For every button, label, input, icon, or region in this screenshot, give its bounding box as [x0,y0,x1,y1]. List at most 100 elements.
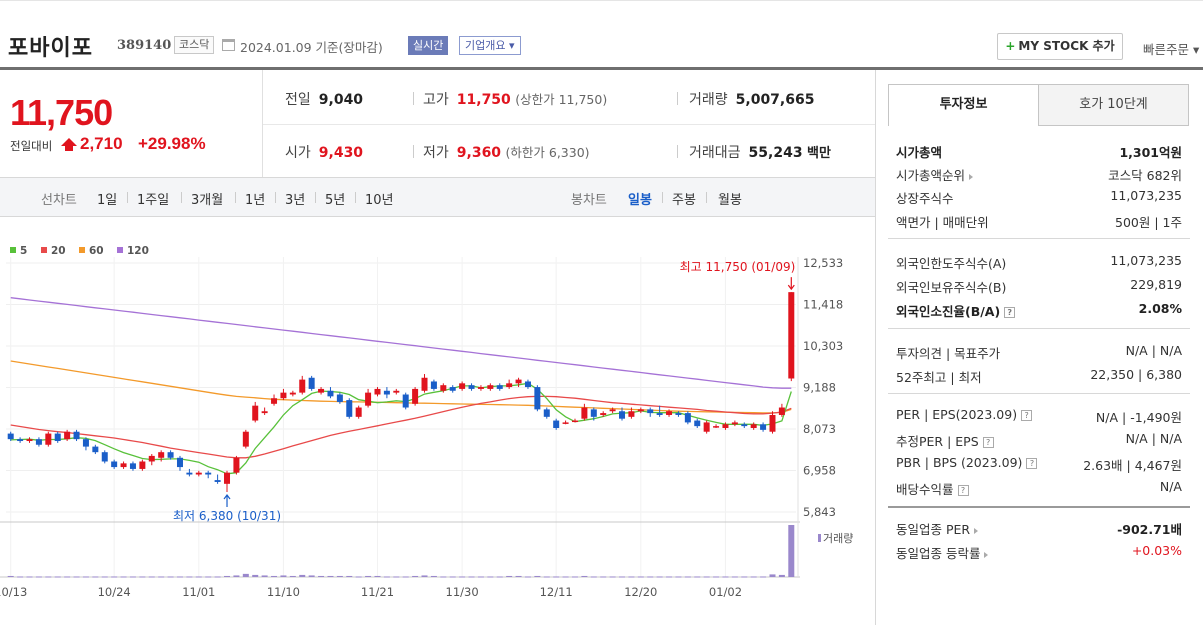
candle-body [336,394,343,402]
stock-header: 포바이포 389140 코스닥 2024.01.09 기준(장마감) 실시간 기… [0,26,1203,68]
add-mystock-button[interactable]: + MY STOCK 추가 [997,33,1123,60]
base-date: 2024.01.09 기준(장마감) [240,40,383,55]
market-cap-rank-row[interactable]: 시가총액순위 코스닥 682위 [896,163,1182,185]
prev-close-value: 9,040 [318,92,364,108]
change-label: 전일대비 [10,139,53,153]
candle-body [468,385,475,389]
foreign-hold-label: 외국인보유주식수(B) [896,280,1007,295]
candle-body [346,400,353,417]
volume-bar [327,575,334,577]
candle-body [17,439,24,442]
period-3y[interactable]: 3년 [285,193,306,208]
candle-body [318,388,325,393]
high-arrow-head [787,284,795,291]
candle-body [722,424,729,428]
chart-canvas[interactable]: 5 20 60 120 12,533 11,418 10,303 9,188 8,073 6,95… [0,217,876,625]
realtime-button[interactable]: 실시간 [408,36,449,55]
candle-body [449,387,456,391]
help-icon[interactable]: ? [1026,458,1038,469]
period-1y[interactable]: 1년 [245,193,266,208]
face-value-row: 액면가 | 매매단위 500원 | 1주 [896,210,1182,232]
volume-bar [92,576,99,578]
volume-legend-swatch [818,534,821,542]
volume-bar [666,576,673,578]
period-10y[interactable]: 10년 [365,193,394,208]
help-icon[interactable]: ? [982,437,994,448]
shares-row: 상장주식수 11,073,235 [896,186,1182,208]
candle-body [327,390,334,397]
candle-body [120,463,127,468]
market-cap-rank-label: 시가총액순위 [896,165,974,184]
candle-body [430,381,437,389]
volume-bar [524,576,531,578]
candle-body [412,388,419,404]
face-value-label: 액면가 | 매매단위 [896,215,989,230]
volume-bar [45,576,52,578]
help-icon[interactable]: ? [957,485,969,496]
legend-swatch-20 [41,247,47,253]
price-details: 전일 9,040 고가 11,750 (상한가 11,750) 거래량 5,007,6… [263,70,876,178]
candle-daily[interactable]: 일봉 [628,193,652,208]
volume-bar [346,575,353,577]
candle-body [534,387,541,410]
candle-body [675,413,682,415]
y-tick-label: 11,418 [803,298,843,312]
shares-label: 상장주식수 [896,191,954,206]
volume-bar [713,576,720,578]
stock-name: 포바이포 [8,36,93,61]
period-5y[interactable]: 5년 [325,193,346,208]
dividend-label: 배당수익률? [896,479,969,498]
y-tick-label: 12,533 [803,256,843,270]
candle-body [553,420,560,428]
candle-body [515,379,522,384]
help-icon[interactable]: ? [1021,410,1033,421]
divider [662,192,663,203]
header-divider [0,67,1203,70]
face-value-value: 500원 | 1주 [1115,215,1182,230]
candle-body [778,407,785,415]
high-price: 고가 11,750 (상한가 11,750) [423,89,607,109]
volume-bar [186,576,193,578]
candle-weekly[interactable]: 주봉 [672,193,696,208]
candle-monthly[interactable]: 월봉 [718,193,742,208]
dividend-row: 배당수익률? N/A [896,477,1182,499]
foreign-limit-row: 외국인한도주식수(A) 11,073,235 [896,251,1182,273]
x-tick-label: 11/01 [182,585,215,599]
amount-label: 거래대금 [689,145,741,161]
week52-value: 22,350 | 6,380 [1090,367,1182,382]
price-chart[interactable]: 5 20 60 120 12,533 11,418 10,303 9,188 8,073 6,95… [0,217,876,625]
volume-bar [17,576,24,578]
period-3m[interactable]: 3개월 [191,193,224,208]
period-1d[interactable]: 1일 [97,193,118,208]
candle-body [101,452,108,462]
divider [677,145,678,158]
market-cap-value: 1,301억원 [1119,145,1182,160]
quick-order-button[interactable]: 빠른주문 ▾ [1143,42,1200,57]
divider [706,192,707,203]
divider [413,145,414,158]
tab-invest-info[interactable]: 투자정보 [888,84,1039,126]
sector-change-row[interactable]: 동일업종 등락률 +0.03% [896,541,1182,563]
change-percent: +29.98% [138,134,206,153]
candle-body [64,431,71,440]
volume-bar [374,575,381,577]
volume-bar [214,576,221,578]
volume-bar [167,576,174,578]
foreign-hold-value: 229,819 [1130,277,1182,292]
company-overview-button[interactable]: 기업개요 ▾ [459,36,521,55]
sector-change-value: +0.03% [1131,543,1182,558]
panel-tabs: 투자정보 호가 10단계 [888,84,1190,126]
help-icon[interactable]: ? [1004,307,1016,318]
tab-orderbook[interactable]: 호가 10단계 [1038,84,1189,126]
dividend-value: N/A [1159,479,1182,494]
divider [677,92,678,105]
volume-bar [722,576,729,578]
volume-bar [233,575,240,577]
foreign-ratio-text: 외국인소진율(B/A) [896,304,1001,319]
period-1w[interactable]: 1주일 [137,193,170,208]
est-per-label-text: 추정PER | EPS [896,434,979,449]
candle-body [487,385,494,389]
candle-chart-label: 봉차트 [571,193,607,208]
volume-bar [750,576,757,578]
sector-per-row[interactable]: 동일업종 PER -902.71배 [896,517,1182,539]
